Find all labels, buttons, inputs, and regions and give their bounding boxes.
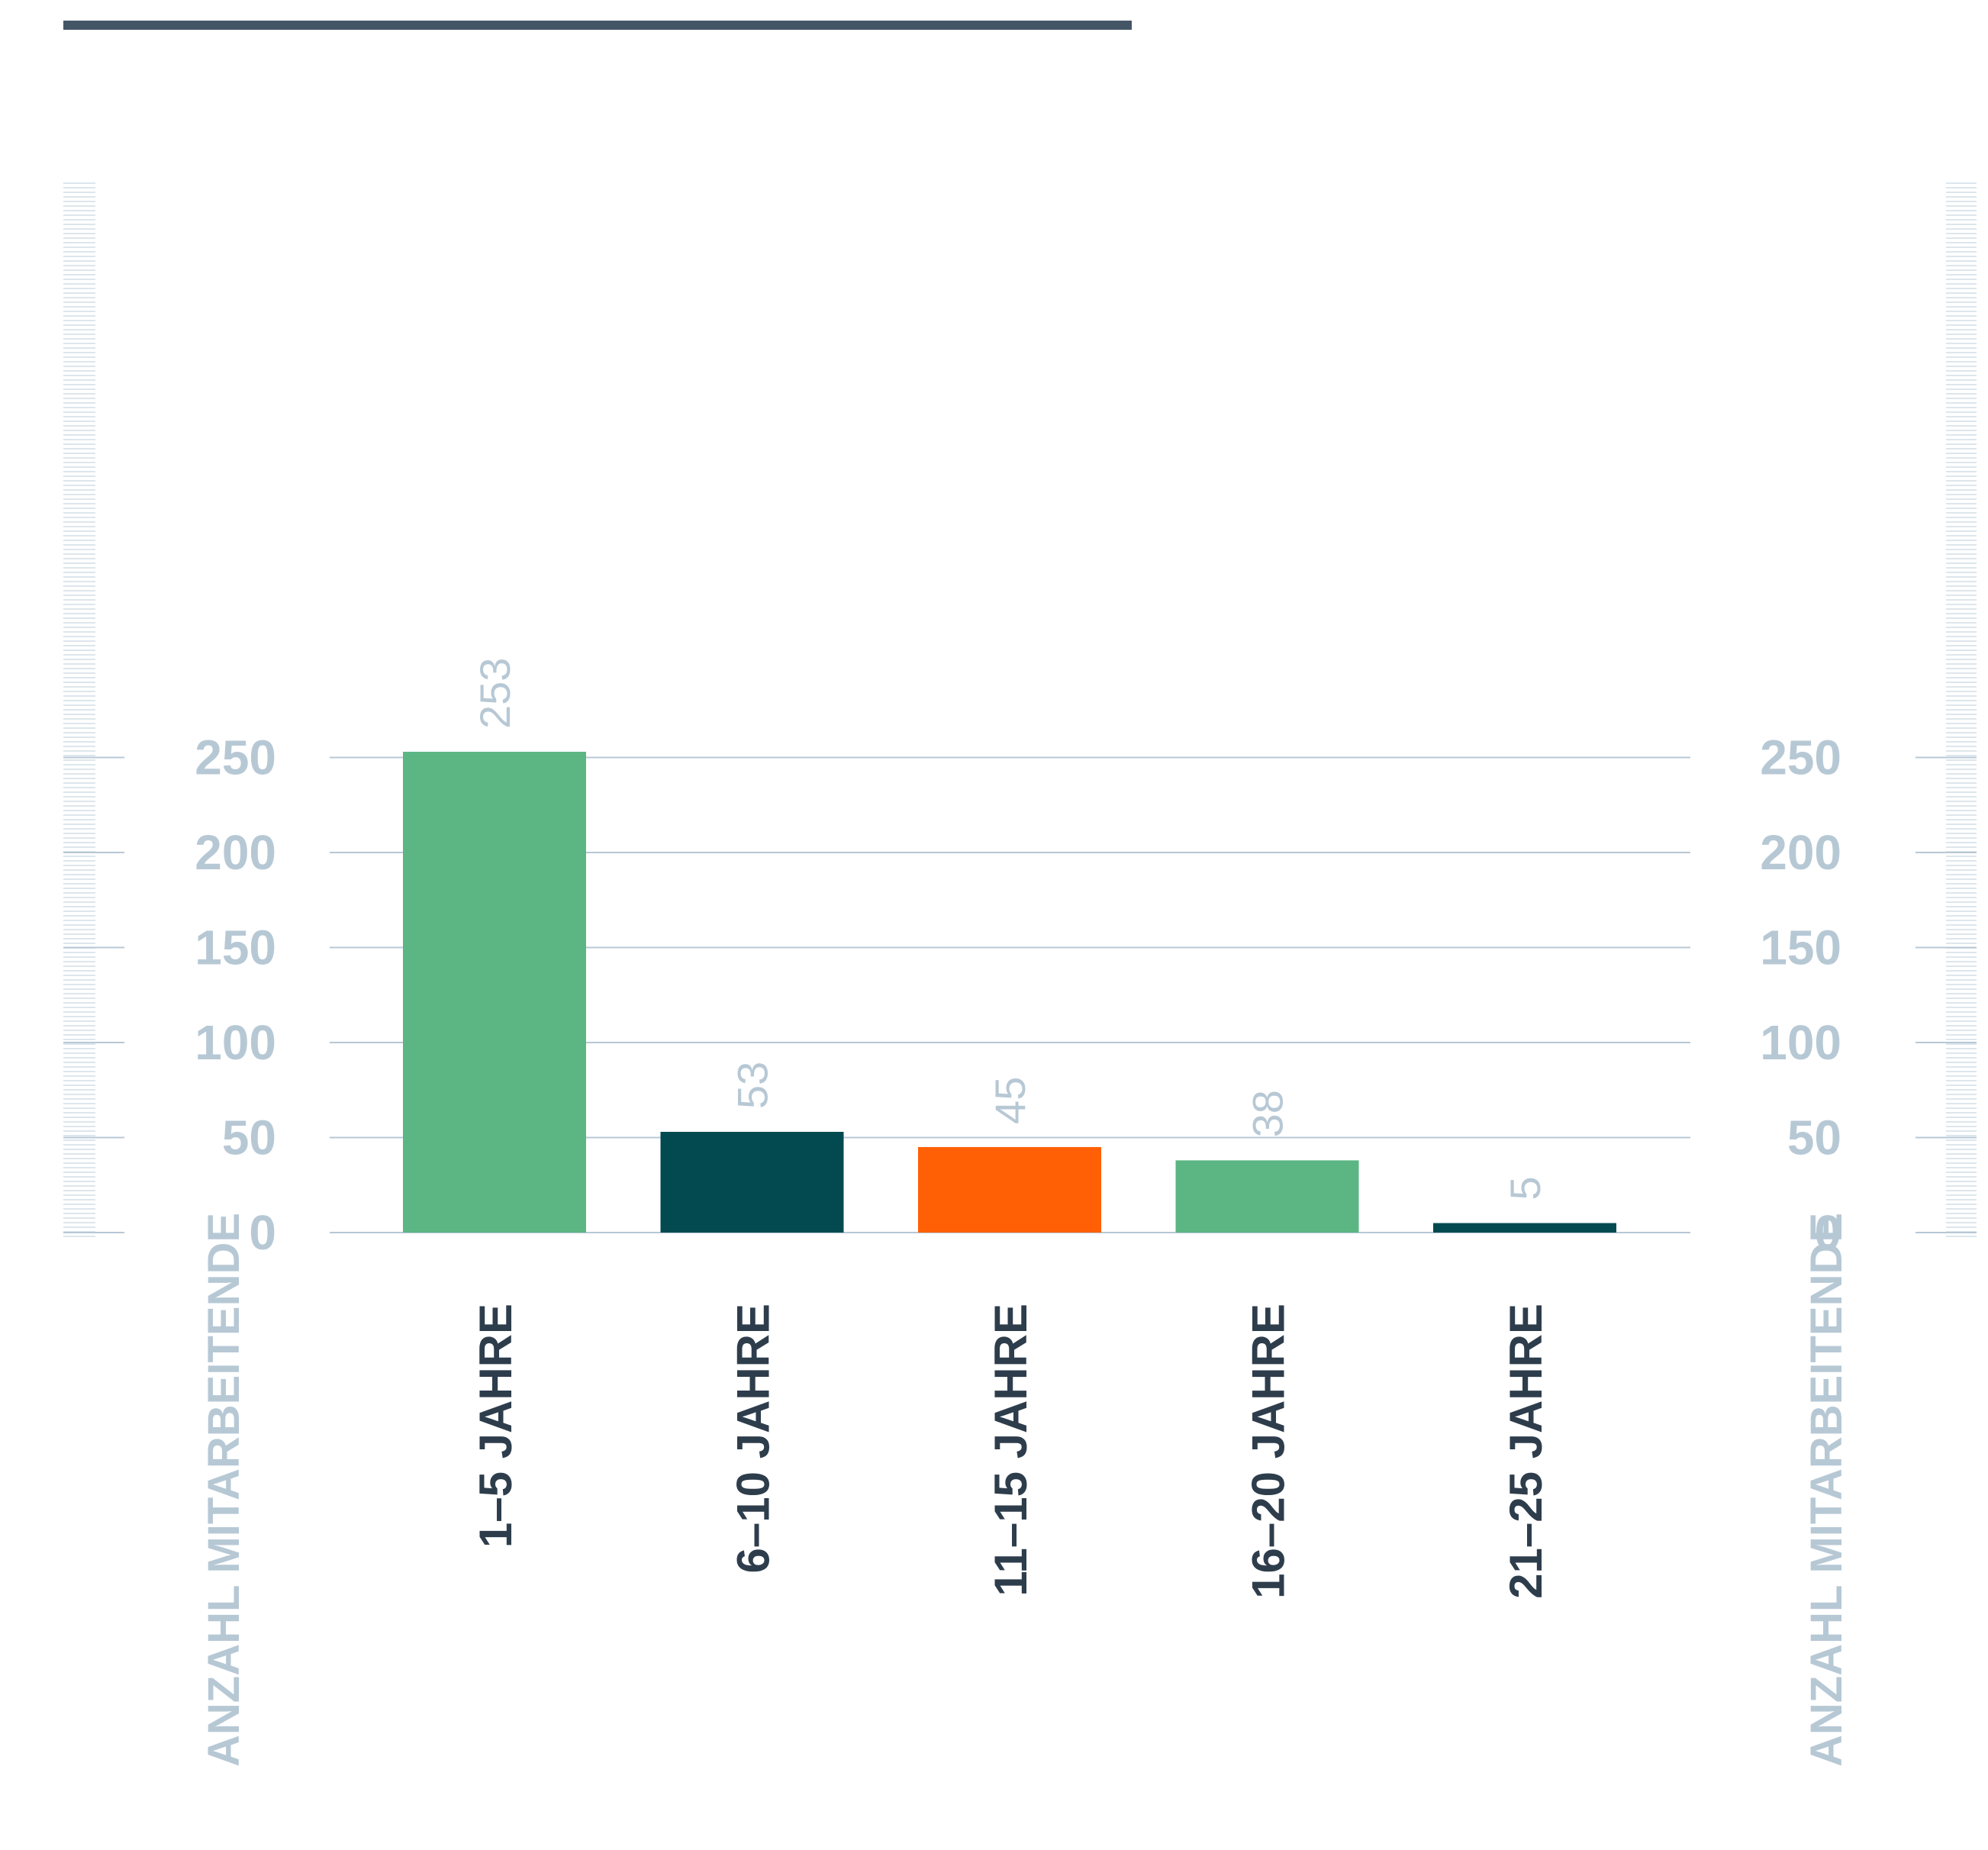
y-axis-title-left: ANZAHL MITARBEITENDE xyxy=(199,1213,249,1767)
right-y-tick-labels: 0 50 100 150 200 250 xyxy=(1760,730,1841,1261)
y-tick-label-left: 0 xyxy=(249,1205,276,1260)
value-label: 5 xyxy=(1501,1176,1549,1200)
y-tick-label-left: 200 xyxy=(195,825,276,880)
category-label: 1–5 JAHRE xyxy=(470,1304,521,1548)
y-tick-label-right: 250 xyxy=(1760,730,1841,785)
left-ruler-decoration xyxy=(63,182,95,1237)
category-label: 11–15 JAHRE xyxy=(985,1304,1036,1597)
category-labels: 1–5 JAHRE 6–10 JAHRE 11–15 JAHRE 16–20 JAHR… xyxy=(470,1304,1551,1599)
value-label: 38 xyxy=(1244,1090,1292,1137)
bars xyxy=(403,752,1616,1233)
y-tick-label-right: 200 xyxy=(1760,825,1841,880)
y-tick-label-right: 150 xyxy=(1760,920,1841,975)
y-axis-title-right: ANZAHL MITARBEITENDE xyxy=(1802,1213,1851,1767)
y-tick-label-left: 100 xyxy=(195,1015,276,1070)
value-labels: 253 53 45 38 5 xyxy=(471,658,1549,1201)
header-rule xyxy=(63,21,1132,30)
y-tick-label-right: 0 xyxy=(1814,1205,1841,1260)
y-tick-label-left: 50 xyxy=(222,1110,276,1165)
bar xyxy=(1175,1160,1359,1233)
category-label: 16–20 JAHRE xyxy=(1243,1304,1294,1599)
bar xyxy=(660,1132,844,1233)
bar xyxy=(918,1146,1101,1233)
bar xyxy=(1433,1223,1616,1233)
value-label: 45 xyxy=(986,1077,1034,1124)
y-tick-label-right: 100 xyxy=(1760,1015,1841,1070)
category-label: 21–25 JAHRE xyxy=(1500,1304,1551,1599)
y-tick-label-left: 150 xyxy=(195,920,276,975)
left-y-tick-labels: 0 50 100 150 200 250 xyxy=(195,730,276,1261)
value-label: 53 xyxy=(729,1062,777,1109)
y-tick-label-right: 50 xyxy=(1787,1110,1841,1165)
right-ruler-decoration xyxy=(1946,182,1977,1237)
bar xyxy=(403,752,586,1233)
y-tick-label-left: 250 xyxy=(195,730,276,785)
category-label: 6–10 JAHRE xyxy=(728,1304,779,1574)
value-label: 253 xyxy=(471,658,519,729)
